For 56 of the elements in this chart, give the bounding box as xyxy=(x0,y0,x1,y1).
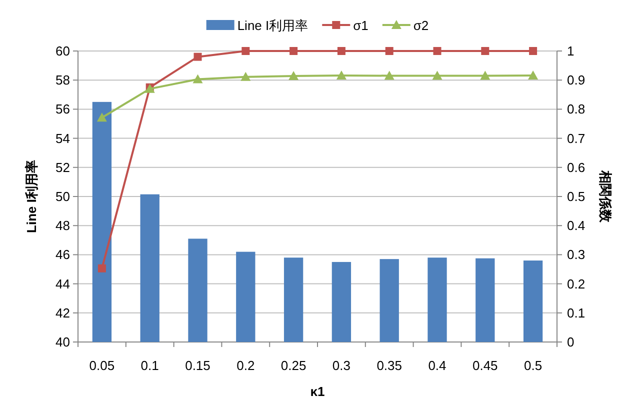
point xyxy=(481,47,490,55)
point xyxy=(194,52,202,61)
legend-label: σ1 xyxy=(353,18,368,33)
x-tick-label: 0.5 xyxy=(524,358,542,373)
point xyxy=(192,74,203,84)
x-tick-label: 0.1 xyxy=(140,358,159,373)
point xyxy=(288,71,299,80)
y-tick-label: 58 xyxy=(56,72,70,88)
x-axis-title: κ1 xyxy=(310,384,325,399)
point xyxy=(385,47,394,55)
x-tick-label: 0.15 xyxy=(185,358,210,373)
y2-tick-label: 0.3 xyxy=(567,247,586,262)
y-tick-label: 44 xyxy=(56,276,70,292)
point xyxy=(96,112,107,122)
y-tick-label: 56 xyxy=(56,102,70,117)
point xyxy=(337,47,346,55)
x-tick-label: 0.45 xyxy=(472,358,498,373)
y2-tick-label: 0.4 xyxy=(567,218,586,234)
point xyxy=(529,47,538,55)
x-tick-label: 0.35 xyxy=(376,358,402,373)
y-tick-label: 50 xyxy=(56,189,70,204)
y2-tick-label: 0.2 xyxy=(567,276,586,292)
y2-tick-label: 0.7 xyxy=(567,130,586,146)
point xyxy=(528,70,538,80)
y2-tick-label: 0.1 xyxy=(567,305,586,320)
y-axis-title: Line I利用率 xyxy=(24,160,39,233)
point xyxy=(480,70,490,80)
y2-tick-label: 0.5 xyxy=(567,189,586,204)
x-tick-label: 0.3 xyxy=(332,358,350,373)
y2-tick-label: 0.9 xyxy=(567,72,586,88)
x-tick-label: 0.4 xyxy=(428,358,446,373)
x-tick-label: 0.2 xyxy=(236,358,255,373)
point xyxy=(336,70,346,80)
y-tick-label: 46 xyxy=(56,247,70,262)
legend-label: Line I利用率 xyxy=(237,18,308,33)
y-tick-label: 60 xyxy=(56,44,70,58)
y-tick-label: 52 xyxy=(56,160,70,175)
point xyxy=(384,70,394,80)
y-tick-label: 40 xyxy=(56,334,70,350)
y2-tick-label: 1 xyxy=(567,44,574,58)
y-tick-label: 42 xyxy=(56,305,70,320)
y-tick-label: 48 xyxy=(56,218,70,234)
point xyxy=(433,47,442,55)
point xyxy=(242,47,250,55)
y2-axis-title: 相関係数 xyxy=(598,170,613,224)
y2-tick-label: 0 xyxy=(567,334,574,350)
x-tick-label: 0.25 xyxy=(280,358,306,373)
point xyxy=(98,264,106,272)
y2-tick-label: 0.6 xyxy=(567,160,586,175)
y2-tick-label: 0.8 xyxy=(567,102,586,117)
point xyxy=(432,70,442,80)
y-tick-label: 54 xyxy=(56,130,70,146)
legend-label: σ2 xyxy=(413,18,429,33)
x-tick-label: 0.05 xyxy=(89,358,115,373)
point xyxy=(290,47,298,55)
point xyxy=(240,72,251,81)
